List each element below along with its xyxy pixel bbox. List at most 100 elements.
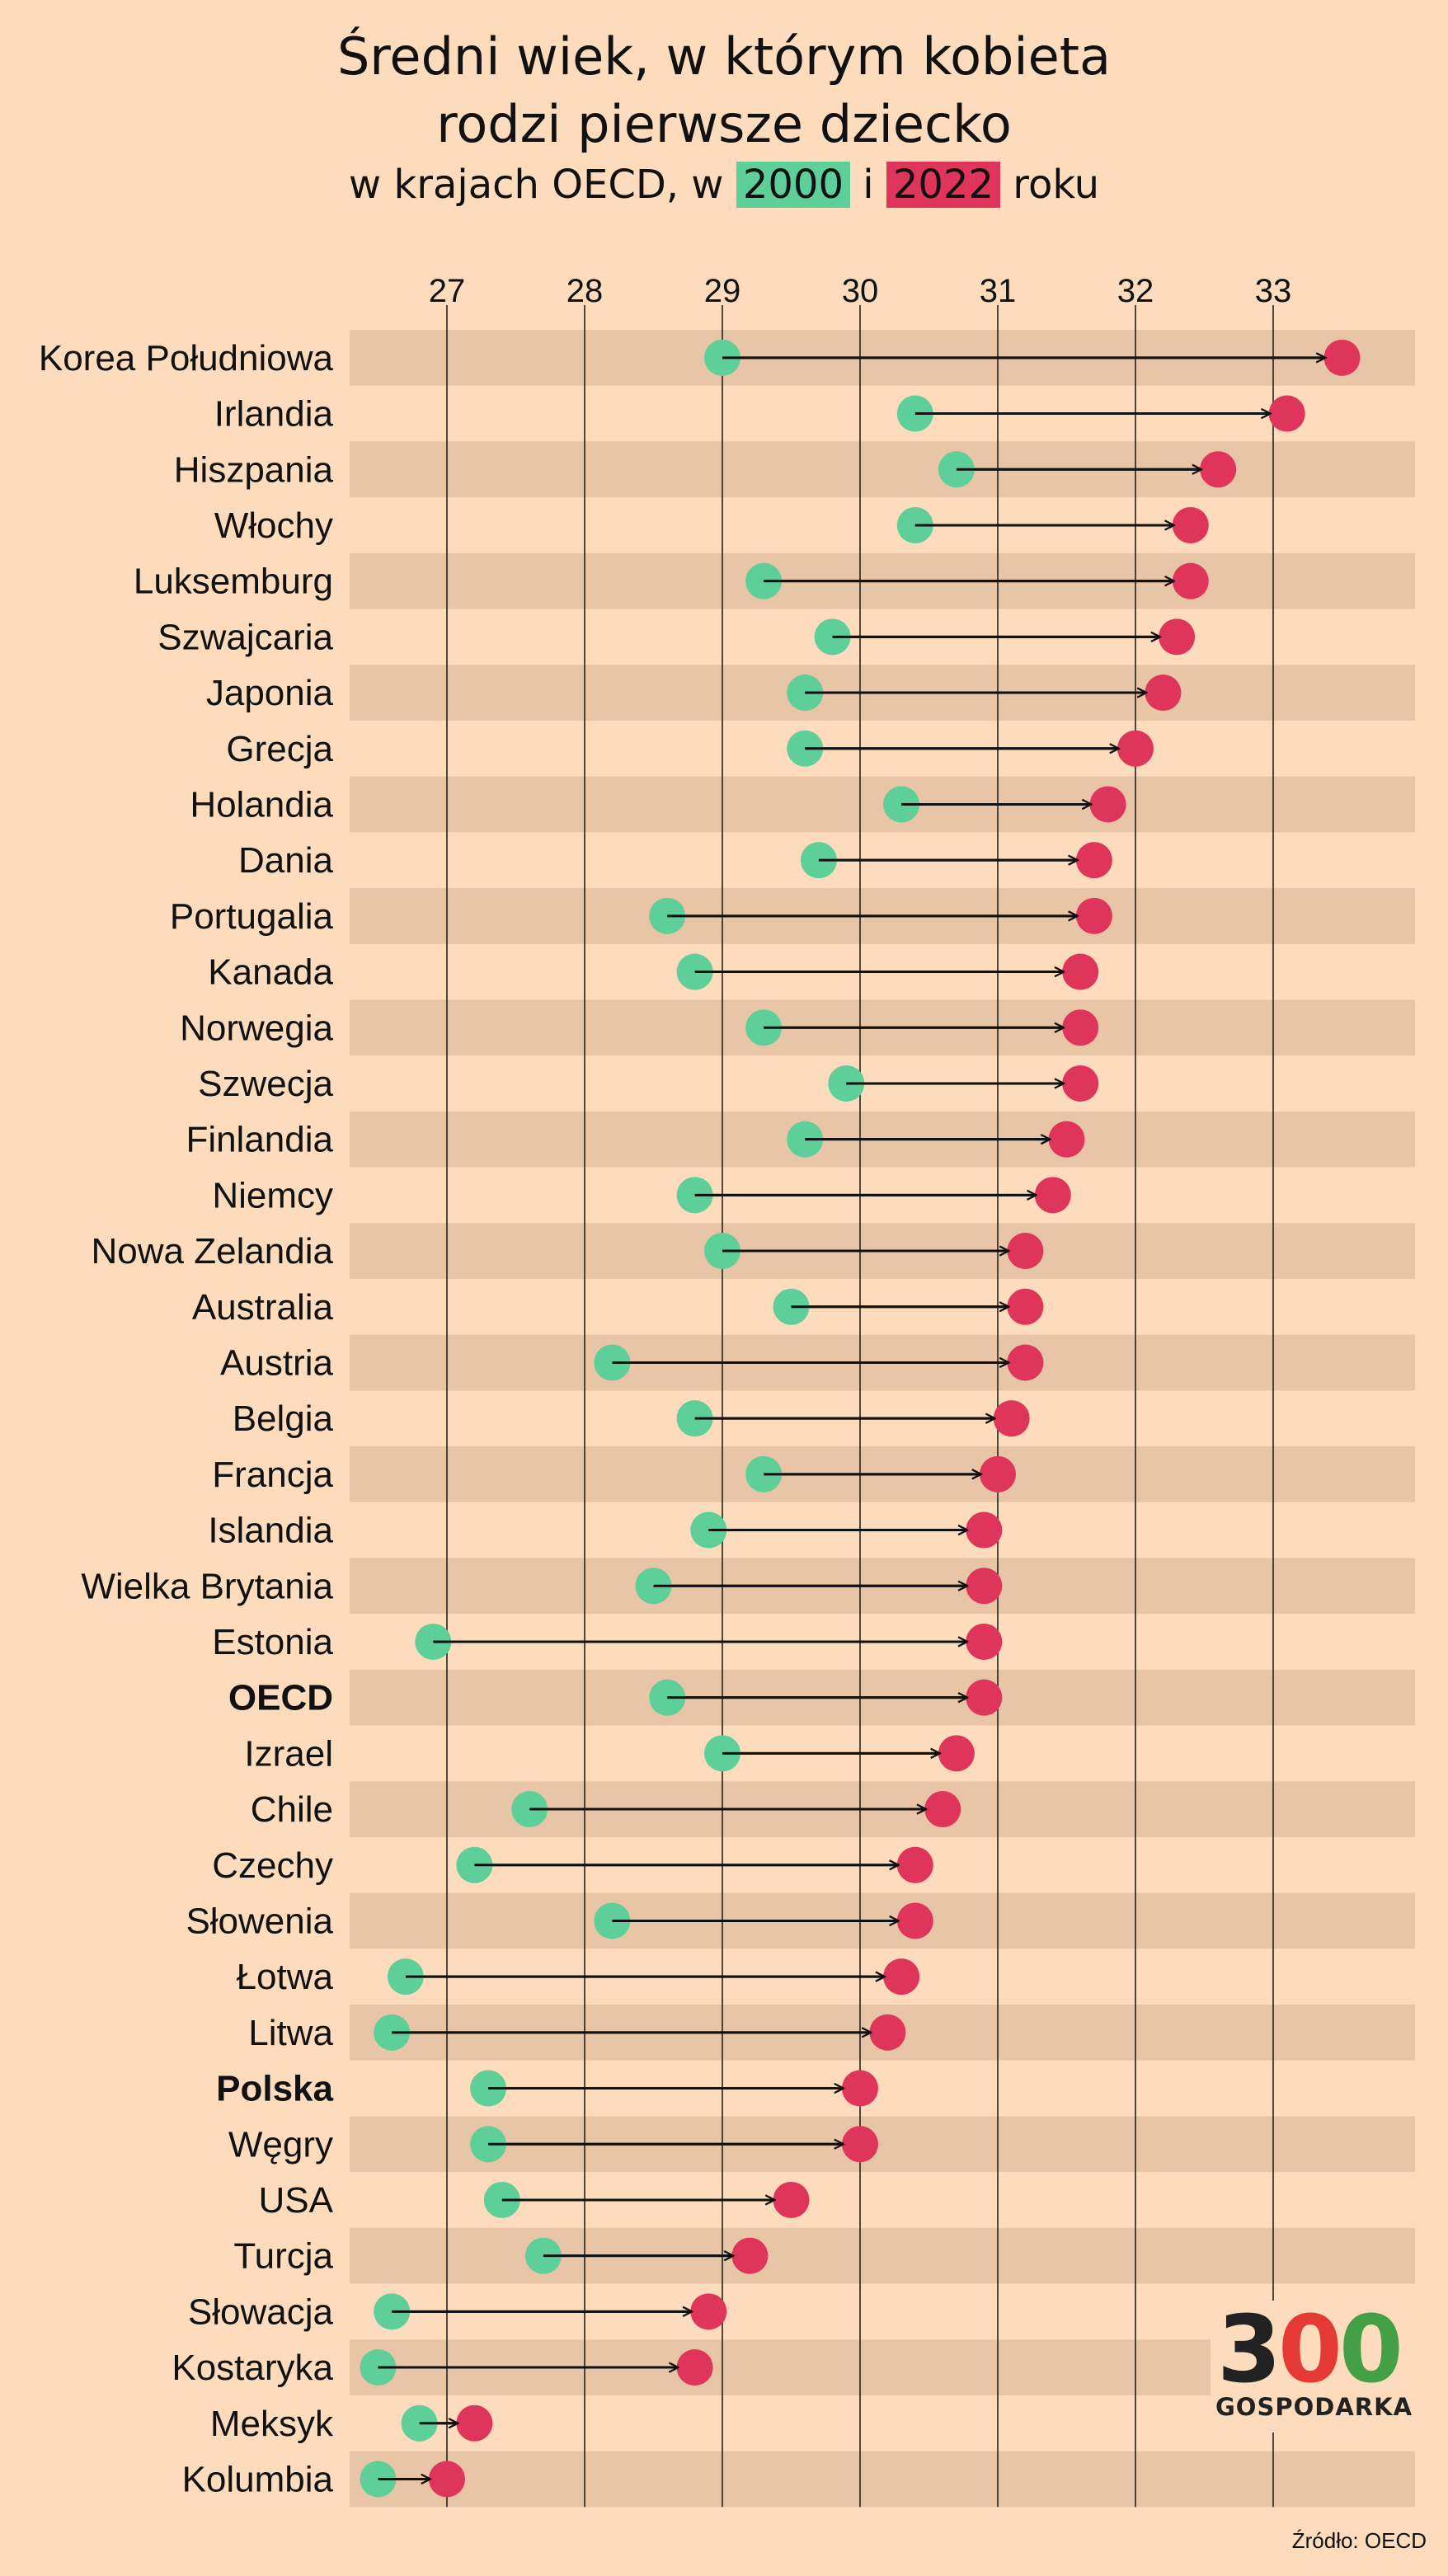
data-row: Turcja [233,2236,769,2277]
data-row: Czechy [212,1845,933,1886]
point-2022 [1075,842,1112,879]
data-row: Chile [251,1789,961,1830]
data-row: Słowenia [186,1901,933,1941]
country-label: Luksemburg [134,562,333,602]
data-row: Grecja [226,729,1154,769]
point-2022 [1048,1121,1085,1158]
point-2022 [1062,953,1099,990]
country-label: Austria [220,1342,333,1383]
point-2022 [731,2237,769,2274]
country-label: Chile [251,1789,333,1830]
point-2022 [1117,730,1154,767]
country-label: Kolumbia [182,2459,334,2499]
country-label: Hiszpania [174,449,334,490]
data-row: Węgry [228,2124,878,2165]
point-2022 [896,1902,933,1939]
data-row: USA [259,2180,810,2221]
point-2022 [842,2126,878,2163]
legend-2022: 2022 [886,162,1001,208]
point-2022 [1034,1177,1071,1214]
data-row: Izrael [244,1733,975,1774]
subtitle-suffix: roku [1013,162,1100,208]
data-row: Litwa [248,2013,906,2053]
data-row: OECD [228,1678,1003,1718]
point-2022 [1062,1009,1099,1046]
country-label: Łotwa [237,1957,334,1997]
x-tick-label: 27 [429,273,466,309]
country-label: Czechy [212,1845,333,1886]
point-2022 [676,2349,713,2386]
country-label: Estonia [212,1622,333,1662]
data-row: Kostaryka [172,2348,713,2388]
row-stripe [350,2451,1415,2508]
x-tick-label: 33 [1255,273,1292,309]
country-label: Szwecja [198,1064,333,1104]
point-2022 [1145,675,1182,712]
point-2022 [1268,395,1305,432]
title-line-1: Średni wiek, w którym kobieta [336,26,1112,87]
country-label: OECD [228,1678,333,1718]
data-row: Korea Południowa [39,338,1361,378]
country-label: Irlandia [214,394,334,435]
data-row: Finlandia [186,1120,1085,1160]
point-2022 [966,1568,1003,1605]
point-2022 [1323,339,1361,376]
data-row: Islandia [208,1511,1003,1551]
country-label: Portugalia [170,896,334,937]
point-2022 [869,2014,906,2051]
point-2022 [1007,1288,1044,1325]
data-row: Kanada [208,952,1099,993]
row-stripe [350,2227,1415,2284]
point-2022 [1089,786,1126,823]
x-tick-label: 31 [980,273,1017,309]
point-2022 [924,1791,961,1828]
country-label: Izrael [244,1733,333,1774]
chart-subtitle: w krajach OECD, w 2000 i 2022 roku [0,158,1448,211]
data-row: Dania [238,840,1112,881]
country-label: Francja [212,1455,333,1495]
data-row: Włochy [214,505,1209,546]
data-row: Polska [216,2069,878,2109]
point-2022 [690,2293,727,2330]
data-row: Hiszpania [174,449,1237,490]
subtitle-prefix: w krajach OECD, w [348,162,724,208]
title-line-2: rodzi pierwsze dziecko [436,94,1012,154]
point-2022 [993,1400,1030,1437]
country-label: Niemcy [212,1175,333,1215]
data-row: Portugalia [170,896,1112,937]
data-row: Szwajcaria [157,617,1196,657]
legend-2000: 2000 [736,162,850,208]
data-row: Słowacja [188,2292,727,2332]
point-2022 [1172,562,1209,599]
point-2022 [456,2404,493,2442]
x-tick-label: 32 [1117,273,1154,309]
country-label: Korea Południowa [39,338,334,378]
data-row: Łotwa [237,1957,920,1997]
data-row: Luksemburg [134,562,1209,602]
data-row: Norwegia [180,1008,1099,1048]
x-tick-label: 30 [842,273,879,309]
point-2022 [1075,897,1112,934]
country-label: Norwegia [180,1008,333,1048]
country-label: USA [259,2180,334,2221]
country-label: Dania [238,840,333,881]
country-label: Węgry [228,2124,333,2165]
country-label: Kanada [208,952,333,993]
point-2022 [1172,506,1209,543]
point-2022 [966,1623,1003,1660]
chart-title: Średni wiek, w którym kobieta rodzi pier… [0,23,1448,158]
country-label: Polska [216,2069,333,2109]
point-2022 [1007,1344,1044,1381]
x-tick-label: 28 [567,273,604,309]
country-label: Grecja [226,729,333,769]
point-2022 [980,1455,1016,1492]
data-row: Wielka Brytania [81,1566,1003,1606]
logo-number: 300 [1217,2296,1403,2404]
point-2022 [842,2070,878,2107]
x-tick-label: 29 [704,273,741,309]
row-stripe [350,441,1415,498]
data-row: Francja [212,1455,1016,1495]
logo-name: GOSPODARKA [1215,2393,1413,2421]
country-label: Włochy [214,505,333,546]
